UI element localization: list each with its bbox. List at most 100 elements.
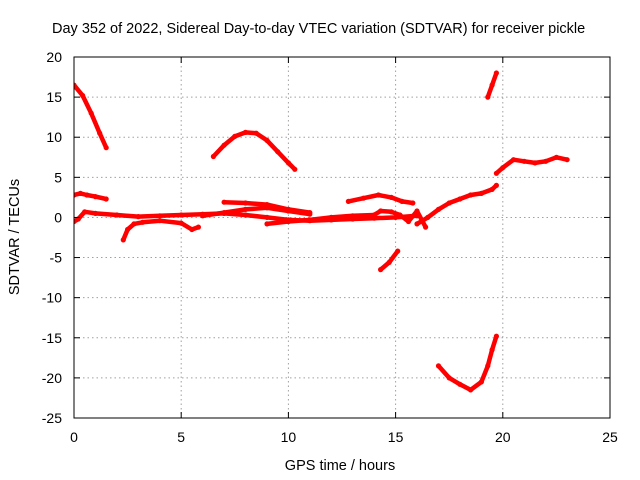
data-point bbox=[360, 195, 366, 201]
series-line bbox=[264, 212, 377, 227]
series-track-g bbox=[200, 205, 313, 219]
grid bbox=[74, 57, 610, 418]
data-point bbox=[423, 224, 429, 230]
data-point bbox=[500, 165, 506, 171]
data-point bbox=[189, 226, 195, 233]
data-point bbox=[457, 196, 463, 202]
data-point bbox=[543, 158, 549, 164]
data-point bbox=[200, 213, 206, 219]
data-point bbox=[435, 363, 442, 369]
y-tick-label: 10 bbox=[46, 129, 62, 145]
data-point bbox=[140, 219, 146, 225]
data-point bbox=[242, 206, 249, 212]
data-point bbox=[242, 200, 249, 206]
data-point bbox=[120, 237, 126, 243]
data-point bbox=[388, 209, 394, 215]
data-point bbox=[489, 82, 495, 88]
y-axis-label: SDTVAR / TECUs bbox=[7, 179, 23, 295]
data-point bbox=[564, 157, 570, 163]
series-track-c bbox=[74, 190, 109, 202]
data-point bbox=[92, 210, 98, 216]
x-tick-label: 0 bbox=[70, 429, 78, 445]
series-track-m bbox=[435, 333, 499, 393]
data-point bbox=[375, 192, 381, 198]
data-point bbox=[221, 199, 227, 205]
data-point bbox=[468, 192, 474, 198]
y-tick-label: -5 bbox=[50, 250, 63, 266]
data-point bbox=[292, 166, 298, 172]
data-point bbox=[77, 190, 83, 196]
data-point bbox=[221, 210, 227, 216]
data-point bbox=[485, 363, 491, 369]
data-point bbox=[410, 200, 416, 206]
data-point bbox=[307, 217, 313, 223]
data-point bbox=[388, 194, 394, 200]
data-point bbox=[285, 160, 291, 166]
data-point bbox=[414, 208, 420, 214]
data-point bbox=[135, 214, 141, 220]
data-point bbox=[489, 186, 495, 192]
data-point bbox=[328, 214, 334, 220]
y-tick-label: -10 bbox=[42, 290, 62, 306]
data-point bbox=[232, 133, 238, 139]
data-point bbox=[521, 158, 527, 164]
data-point bbox=[195, 224, 201, 230]
data-point bbox=[414, 221, 420, 227]
series-line bbox=[200, 205, 313, 219]
data-point bbox=[264, 205, 270, 211]
data-point bbox=[114, 212, 120, 218]
data-point bbox=[103, 196, 109, 202]
series-track-h bbox=[264, 212, 377, 227]
data-point bbox=[378, 267, 384, 273]
data-point bbox=[553, 154, 560, 160]
data-point bbox=[125, 226, 131, 233]
data-point bbox=[493, 333, 499, 339]
data-series bbox=[74, 70, 570, 393]
data-point bbox=[88, 110, 94, 116]
data-point bbox=[386, 259, 392, 265]
series-track-n bbox=[485, 70, 499, 100]
data-point bbox=[397, 212, 403, 218]
data-point bbox=[493, 170, 499, 176]
data-point bbox=[253, 130, 259, 136]
data-point bbox=[478, 379, 484, 385]
data-point bbox=[242, 212, 249, 218]
data-point bbox=[478, 190, 484, 196]
data-point bbox=[131, 221, 137, 227]
data-point bbox=[425, 214, 431, 220]
data-point bbox=[74, 192, 77, 198]
data-point bbox=[84, 192, 90, 198]
data-point bbox=[285, 208, 291, 214]
data-point bbox=[80, 92, 86, 99]
data-point bbox=[103, 145, 109, 151]
data-point bbox=[285, 218, 291, 225]
series-track-i bbox=[345, 192, 416, 206]
series-track-l bbox=[414, 182, 499, 227]
data-point bbox=[489, 347, 495, 353]
data-point bbox=[210, 153, 216, 160]
data-point bbox=[457, 381, 463, 387]
x-tick-label: 5 bbox=[177, 429, 185, 445]
series-track-e bbox=[120, 218, 201, 243]
series-track-a bbox=[74, 82, 109, 151]
y-tick-label: 0 bbox=[54, 209, 62, 225]
x-tick-label: 25 bbox=[602, 429, 618, 445]
x-axis-label: GPS time / hours bbox=[285, 458, 395, 474]
data-point bbox=[97, 130, 103, 136]
data-point bbox=[264, 137, 270, 143]
series-track-b bbox=[210, 129, 298, 172]
data-point bbox=[82, 209, 88, 215]
data-point bbox=[264, 221, 270, 227]
data-point bbox=[74, 82, 77, 88]
plot-frame bbox=[73, 56, 611, 419]
data-point bbox=[446, 375, 452, 381]
data-point bbox=[532, 160, 538, 166]
data-point bbox=[157, 218, 163, 224]
data-point bbox=[405, 218, 412, 225]
y-tick-label: -15 bbox=[42, 330, 62, 346]
data-point bbox=[485, 94, 491, 100]
data-point bbox=[350, 213, 356, 219]
data-point bbox=[307, 211, 313, 217]
chart-title: Day 352 of 2022, Sidereal Day-to-day VTE… bbox=[52, 21, 585, 37]
